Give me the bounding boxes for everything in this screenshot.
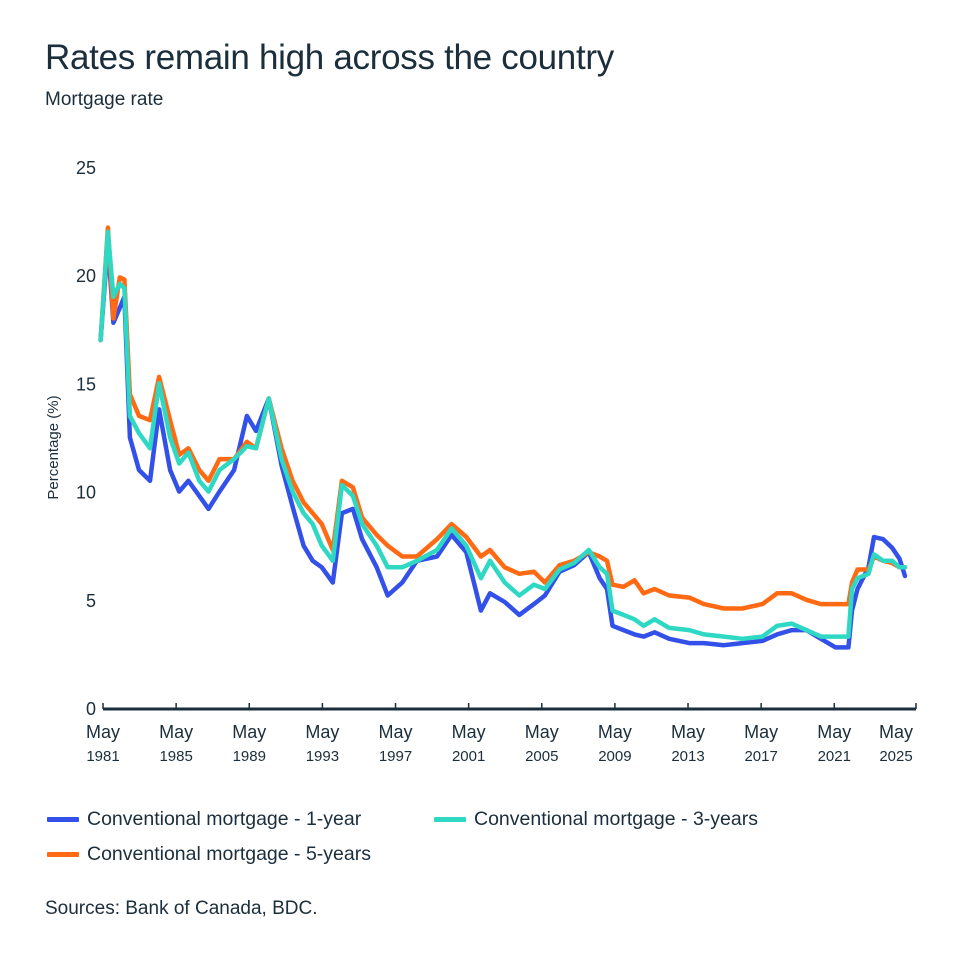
x-tick-label-year: 2001: [452, 748, 485, 765]
y-tick-label: 5: [86, 591, 96, 611]
y-tick-label: 0: [86, 699, 96, 719]
x-tick-label-month: May: [744, 722, 778, 742]
x-tick-label-month: May: [379, 722, 413, 742]
y-tick-label: 25: [76, 158, 96, 178]
x-tick-label-month: May: [598, 722, 632, 742]
series-lines: [98, 225, 908, 650]
series-line-conventional-mortgage-1-year: [98, 240, 908, 650]
y-tick-label: 10: [76, 483, 96, 503]
x-tick-label-month: May: [159, 722, 193, 742]
x-tick-label-year: 2013: [671, 748, 704, 765]
x-tick-label-year: 1997: [379, 748, 412, 765]
y-axis-ticks: 0 5 10 15 20 25: [76, 158, 96, 719]
x-axis-ticks: May 1981 May 1985 May 1989 May 1993 May 1997 May 20…: [86, 703, 917, 765]
y-tick-label: 15: [76, 374, 96, 394]
legend-item-5-years: Conventional mortgage - 5-years: [47, 843, 371, 866]
legend-item-3-years: Conventional mortgage - 3-years: [434, 808, 758, 831]
legend-label-5-years: Conventional mortgage - 5-years: [87, 843, 371, 865]
x-tick-label-year: 1989: [233, 748, 266, 765]
x-tick-label-month: May: [817, 722, 851, 742]
x-tick-label-month: May: [232, 722, 266, 742]
legend-swatch-3-years: [434, 817, 466, 822]
legend-label-1-year: Conventional mortgage - 1-year: [87, 808, 362, 830]
x-tick-label-month: May: [86, 722, 120, 742]
legend-swatch-1-year: [47, 817, 79, 822]
x-tick-label-month: May: [452, 722, 486, 742]
x-tick-label-year: 1981: [86, 748, 119, 765]
source-note: Sources: Bank of Canada, BDC.: [45, 898, 318, 919]
x-tick-label-year: 1985: [159, 748, 192, 765]
legend-item-1-year: Conventional mortgage - 1-year: [47, 808, 361, 831]
x-tick-label-month: May: [671, 722, 705, 742]
y-tick-label: 20: [76, 266, 96, 286]
chart-subtitle: Mortgage rate: [45, 89, 164, 110]
x-tick-label-year: 2009: [598, 748, 631, 765]
series-line-conventional-mortgage-3-years: [98, 229, 908, 642]
x-tick-label-month: May: [525, 722, 559, 742]
legend-label-3-years: Conventional mortgage - 3-years: [474, 808, 758, 830]
x-tick-label-month: May: [879, 722, 913, 742]
x-tick-label-month: May: [305, 722, 339, 742]
x-tick-label-year: 2021: [818, 748, 851, 765]
chart-title: Rates remain high across the country: [45, 38, 614, 77]
x-tick-label-year: 1993: [306, 748, 339, 765]
x-tick-label-year: 2005: [525, 748, 558, 765]
series-line-conventional-mortgage-5-years: [98, 225, 908, 611]
legend-swatch-5-years: [47, 852, 79, 857]
x-tick-label-year: 2025: [879, 748, 912, 765]
x-tick-label-year: 2017: [744, 748, 777, 765]
y-axis-title: Percentage (%): [45, 395, 62, 499]
